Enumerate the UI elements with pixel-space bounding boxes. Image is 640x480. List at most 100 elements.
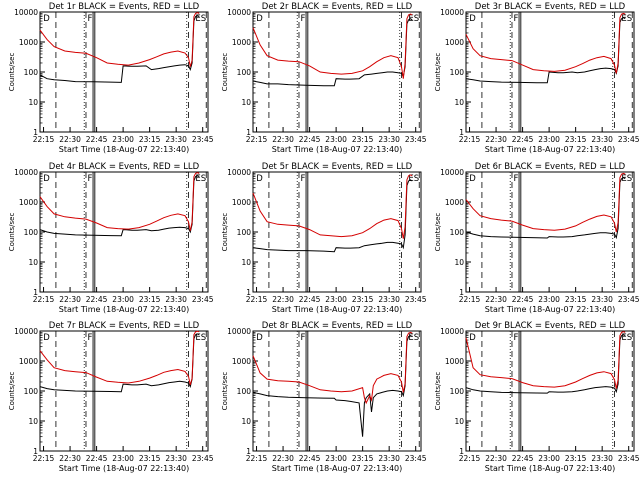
x-tick-label: 22:45 — [299, 295, 321, 304]
y-tick-label: 10 — [28, 258, 38, 267]
chart-title: Det 4r BLACK = Events, RED = LLD — [49, 162, 200, 172]
x-tick-label: 22:15 — [246, 295, 268, 304]
x-tick-label: 23:00 — [325, 295, 347, 304]
chart-title: Det 9r BLACK = Events, RED = LLD — [475, 321, 626, 331]
x-tick-label: 23:30 — [591, 454, 613, 463]
y-tick-label: 1 — [246, 447, 251, 456]
y-tick-label: 1000 — [19, 38, 38, 47]
x-tick-label: 23:15 — [565, 454, 587, 463]
y-axis-label: Counts/sec — [8, 213, 16, 252]
x-tick-label: 23:30 — [378, 295, 400, 304]
x-tick-label: 23:30 — [165, 454, 187, 463]
marker-label: F — [88, 174, 93, 184]
series-lld-line — [39, 172, 200, 231]
plot-frame — [39, 11, 209, 133]
x-tick-label: 23:15 — [139, 135, 161, 144]
x-tick-label: 23:45 — [405, 135, 427, 144]
x-tick-label: 22:30 — [485, 295, 507, 304]
y-tick-label: 10000 — [14, 168, 38, 177]
x-tick-label: 22:15 — [459, 295, 481, 304]
y-tick-label: 1 — [459, 447, 464, 456]
marker-label: D — [469, 14, 476, 24]
marker-label: F — [88, 333, 93, 343]
y-tick-label: 10 — [241, 98, 251, 107]
y-tick-label: 1 — [33, 288, 38, 297]
x-tick-label: 23:15 — [139, 295, 161, 304]
x-tick-label: 22:45 — [299, 135, 321, 144]
x-tick-label: 23:15 — [139, 454, 161, 463]
y-tick-label: 10 — [454, 258, 464, 267]
panel-det-5: Det 5r BLACK = Events, RED = LLD 1 10 100 10… — [221, 162, 427, 314]
panel-det-2: Det 2r BLACK = Events, RED = LLD 1 10 100 10… — [221, 2, 427, 154]
plot-frame — [252, 171, 422, 293]
chart-title: Det 7r BLACK = Events, RED = LLD — [49, 321, 200, 331]
chart-title: Det 2r BLACK = Events, RED = LLD — [262, 2, 413, 12]
series-lld-line — [39, 330, 200, 386]
y-tick-label: 1000 — [232, 198, 251, 207]
x-tick-label: 22:45 — [299, 454, 321, 463]
y-tick-label: 1 — [459, 288, 464, 297]
marker-label: F — [301, 14, 306, 24]
panel-det-7: Det 7r BLACK = Events, RED = LLD 1 10 100 10… — [8, 321, 214, 473]
x-tick-label: 23:15 — [565, 135, 587, 144]
y-tick-label: 100 — [237, 228, 252, 237]
panel-det-8: Det 8r BLACK = Events, RED = LLD 1 10 100 10… — [221, 321, 427, 473]
x-tick-label: 22:45 — [86, 295, 108, 304]
x-axis-label: Start Time (18-Aug-07 22:13:40) — [272, 464, 403, 473]
y-tick-label: 10 — [241, 258, 251, 267]
x-tick-label: 23:00 — [325, 135, 347, 144]
x-tick-label: 23:45 — [405, 295, 427, 304]
x-tick-label: 22:30 — [59, 454, 81, 463]
x-tick-label: 23:00 — [538, 295, 560, 304]
plot-frame — [39, 171, 209, 293]
x-axis-label: Start Time (18-Aug-07 22:13:40) — [485, 464, 616, 473]
marker-label: ES — [621, 14, 632, 24]
marker-label: D — [43, 333, 50, 343]
y-tick-label: 10000 — [227, 168, 251, 177]
x-tick-label: 22:30 — [59, 295, 81, 304]
y-tick-label: 10000 — [440, 168, 464, 177]
x-tick-label: 23:30 — [378, 135, 400, 144]
panel-det-6: Det 6r BLACK = Events, RED = LLD 1 10 100 10… — [434, 162, 640, 314]
x-tick-label: 22:30 — [272, 135, 294, 144]
y-tick-label: 100 — [237, 68, 252, 77]
x-tick-label: 23:45 — [192, 135, 214, 144]
y-tick-label: 10000 — [440, 327, 464, 336]
y-tick-label: 10 — [454, 98, 464, 107]
x-tick-label: 23:45 — [618, 454, 640, 463]
series-lld-line — [465, 331, 626, 389]
y-tick-label: 1 — [33, 128, 38, 137]
x-tick-label: 23:30 — [591, 135, 613, 144]
marker-label: ES — [195, 14, 206, 24]
y-axis-label: Counts/sec — [221, 372, 229, 411]
x-tick-label: 22:15 — [33, 454, 55, 463]
y-tick-label: 10 — [241, 417, 251, 426]
marker-label: D — [469, 333, 476, 343]
y-tick-label: 100 — [24, 387, 39, 396]
x-axis-label: Start Time (18-Aug-07 22:13:40) — [59, 464, 190, 473]
plot-frame — [465, 330, 635, 452]
marker-label: F — [88, 14, 93, 24]
chart-title: Det 3r BLACK = Events, RED = LLD — [475, 2, 626, 12]
x-axis-label: Start Time (18-Aug-07 22:13:40) — [59, 145, 190, 154]
x-axis-label: Start Time (18-Aug-07 22:13:40) — [485, 145, 616, 154]
x-axis-label: Start Time (18-Aug-07 22:13:40) — [272, 145, 403, 154]
series-events-line — [252, 18, 413, 87]
x-tick-label: 22:15 — [246, 135, 268, 144]
y-axis-label: Counts/sec — [221, 213, 229, 252]
x-tick-label: 22:30 — [272, 295, 294, 304]
y-tick-label: 10 — [454, 417, 464, 426]
y-axis-label: Counts/sec — [434, 53, 442, 92]
series-events-line — [465, 334, 626, 394]
y-tick-label: 100 — [450, 68, 465, 77]
chart-title: Det 1r BLACK = Events, RED = LLD — [49, 2, 200, 12]
x-tick-label: 22:30 — [272, 454, 294, 463]
marker-label: ES — [621, 174, 632, 184]
x-tick-label: 23:00 — [538, 135, 560, 144]
y-tick-label: 10 — [28, 98, 38, 107]
x-axis-label: Start Time (18-Aug-07 22:13:40) — [59, 305, 190, 314]
marker-label: ES — [408, 174, 419, 184]
y-tick-label: 1000 — [445, 38, 464, 47]
y-tick-label: 1 — [459, 128, 464, 137]
y-tick-label: 100 — [24, 228, 39, 237]
